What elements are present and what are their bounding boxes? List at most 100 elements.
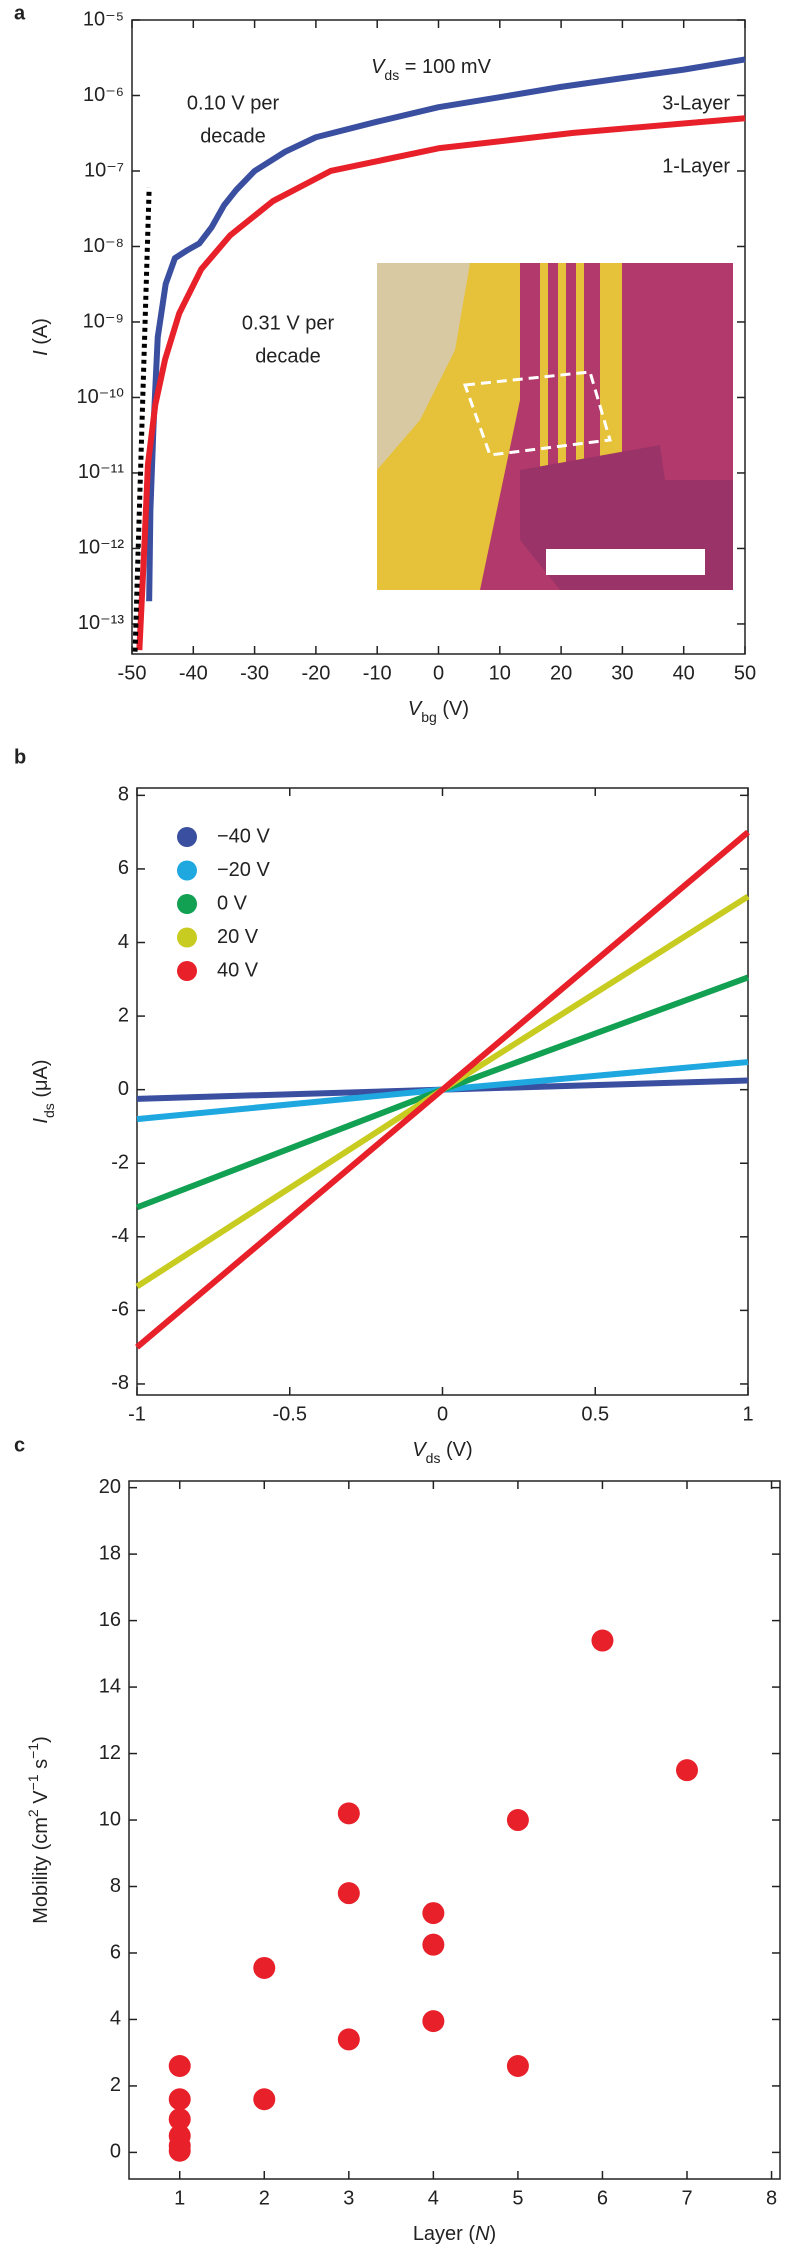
x-tick-label: 50 [734, 662, 756, 684]
label-part: = 100 mV [399, 56, 491, 78]
label-part: I [30, 350, 52, 356]
legend-label: 40 V [217, 959, 259, 981]
inset-photo [377, 263, 733, 590]
y-tick-label: 10⁻¹⁰ [77, 386, 124, 408]
y-tick-label: -4 [111, 1225, 129, 1247]
y-tick-label: 16 [99, 1609, 121, 1631]
label-part: Mobility (cm [30, 1817, 52, 1924]
panel-letter: b [14, 746, 26, 768]
data-point [168, 2108, 191, 2131]
plot-frame [128, 1480, 781, 2180]
data-point [422, 2010, 445, 2033]
label-part: ds [426, 1450, 441, 1466]
annotation: 3-Layer [662, 92, 730, 114]
annotation: 0.10 V per [187, 92, 280, 114]
x-tick-label: 20 [550, 662, 572, 684]
annotation: 1-Layer [662, 155, 730, 177]
label-part: −1 [25, 1743, 41, 1759]
legend-marker [177, 961, 197, 981]
data-point [506, 1809, 529, 1832]
x-tick-label: -30 [240, 662, 269, 684]
label-part: ) [490, 2223, 497, 2245]
label-part: N [475, 2223, 490, 2245]
y-tick-label: -6 [111, 1299, 129, 1321]
x-tick-label: 1 [174, 2187, 185, 2209]
y-tick-label: 18 [99, 1542, 121, 1564]
x-tick-label: -50 [118, 662, 147, 684]
y-tick-label: 0 [118, 1078, 129, 1100]
y-tick-label: 0 [110, 2141, 121, 2163]
y-tick-label: -2 [111, 1152, 129, 1174]
label-part: (μA) [30, 1059, 52, 1103]
label-part: I [30, 1118, 52, 1124]
y-tick-label: 10⁻⁷ [84, 159, 124, 181]
data-point [168, 2088, 191, 2111]
x-tick-label: -0.5 [273, 1403, 307, 1425]
x-tick-label: 10 [489, 662, 511, 684]
y-tick-label: 2 [110, 2074, 121, 2096]
y-tick-label: 10⁻⁸ [83, 235, 124, 257]
x-tick-label: -10 [363, 662, 392, 684]
data-line [146, 56, 746, 602]
x-tick-label: 7 [681, 2187, 692, 2209]
x-tick-label: 6 [597, 2187, 608, 2209]
y-tick-label: 6 [118, 857, 129, 879]
data-line [136, 115, 746, 651]
x-tick-label: 0 [433, 662, 444, 684]
label-part: V [408, 698, 423, 720]
y-tick-label: 8 [110, 1875, 121, 1897]
data-point [253, 2088, 276, 2111]
y-tick-label: 10⁻¹³ [78, 612, 124, 634]
annotation: decade [200, 125, 266, 147]
y-axis-label: I (A) [30, 318, 52, 356]
data-point [337, 2028, 360, 2051]
y-axis-label: Mobility (cm2 V−1 s−1) [25, 1736, 53, 1924]
data-point [506, 2054, 529, 2077]
label-part: (A) [30, 318, 52, 350]
x-tick-label: 40 [673, 662, 695, 684]
data-point [253, 1956, 276, 1979]
annotation: decade [255, 345, 321, 367]
y-tick-label: -8 [111, 1372, 129, 1394]
x-tick-label: 1 [742, 1403, 753, 1425]
data-point [168, 2054, 191, 2077]
y-tick-label: 4 [110, 2008, 121, 2030]
legend-marker [177, 860, 197, 881]
label-part: bg [421, 709, 437, 725]
annotation: Vds = 100 mV [371, 56, 492, 82]
y-tick-label: 4 [118, 931, 129, 953]
data-point [676, 1759, 698, 1782]
legend-marker [177, 827, 197, 847]
y-tick-label: 8 [118, 784, 129, 806]
x-axis-label: Layer (N) [413, 2223, 496, 2245]
x-tick-label: 0 [437, 1403, 448, 1425]
label-part: V [30, 1790, 52, 1810]
legend-label: −20 V [217, 859, 270, 881]
label-part: (V) [437, 698, 469, 720]
data-line [135, 829, 750, 1350]
annotation: 0.31 V per [242, 312, 335, 334]
y-axis-label: Ids (μA) [30, 1059, 56, 1123]
y-tick-label: 14 [99, 1675, 121, 1697]
y-tick-label: 10⁻¹² [78, 537, 124, 559]
x-tick-label: 8 [766, 2187, 777, 2209]
data-point [591, 1629, 614, 1652]
data-line [132, 187, 152, 652]
label-part: V [371, 56, 386, 78]
label-part: V [412, 1439, 427, 1461]
legend-marker [177, 927, 197, 948]
x-tick-label: -40 [179, 662, 208, 684]
data-point [422, 1902, 445, 1925]
y-tick-label: 20 [99, 1476, 121, 1498]
x-axis-label: Vds (V) [412, 1439, 472, 1465]
x-tick-label: -20 [301, 662, 330, 684]
legend-label: 0 V [217, 892, 248, 914]
label-part: −1 [25, 1774, 41, 1790]
y-tick-label: 10⁻⁹ [83, 310, 124, 332]
label-part: 2 [25, 1809, 41, 1817]
x-tick-label: 0.5 [581, 1403, 609, 1425]
y-tick-label: 10⁻⁵ [83, 8, 124, 30]
data-point [337, 1882, 360, 1905]
x-tick-label: 3 [343, 2187, 354, 2209]
data-point [168, 2139, 191, 2162]
